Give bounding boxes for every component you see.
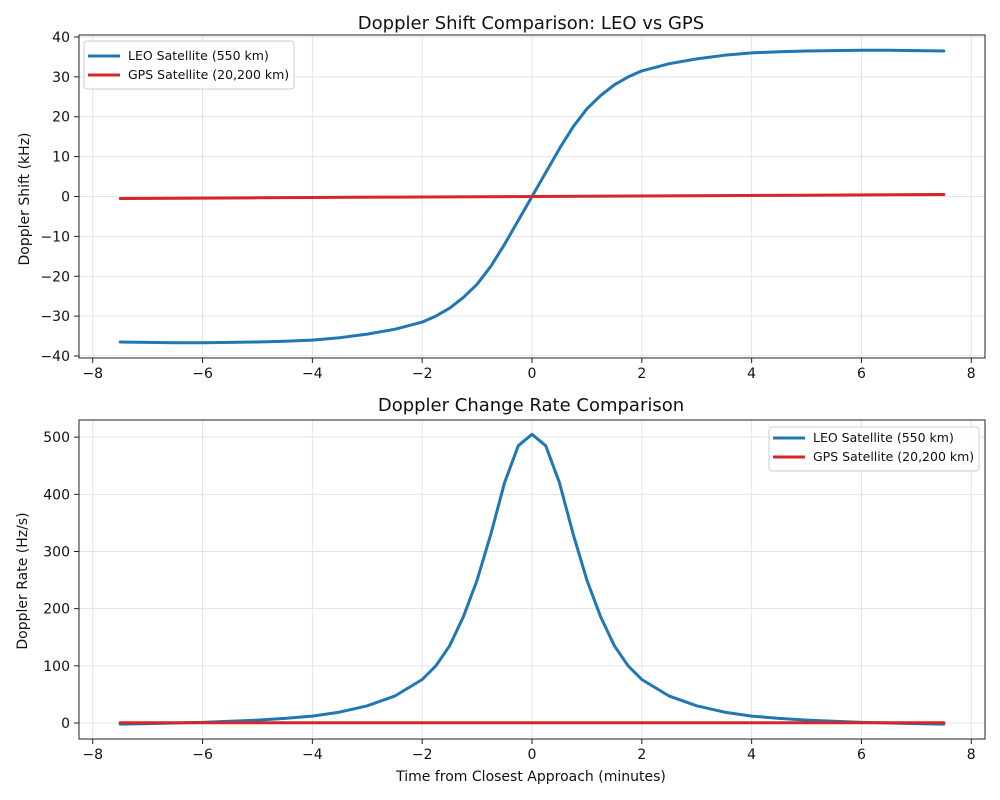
x-axis: −8 −6 −4 −2 0 2 4 6 8 [82, 739, 976, 763]
legend-label-gps: GPS Satellite (20,200 km) [128, 67, 289, 82]
y-tick-label: 0 [61, 190, 70, 206]
y-tick-label: −20 [40, 269, 70, 285]
series-group [118, 432, 946, 726]
doppler-shift-chart: Doppler Shift Comparison: LEO vs GPS −8−… [17, 13, 986, 382]
y-tick-label: 40 [52, 30, 70, 46]
x-tick-label: −8 [82, 366, 103, 382]
x-tick-label: 4 [747, 366, 756, 382]
x-axis: −8 −6 −4 −2 0 2 4 6 8 [82, 358, 976, 382]
y-tick-label: 10 [52, 150, 70, 166]
x-tick-label: 0 [528, 366, 537, 382]
y-axis-label: Doppler Shift (kHz) [17, 132, 33, 265]
legend-box [768, 426, 980, 472]
x-tick-label: 2 [637, 366, 646, 382]
x-tick-label: −4 [302, 747, 323, 763]
doppler-rate-chart: Doppler Change Rate Comparison −8 −6 −4 −2 0… [15, 395, 986, 785]
y-tick-label: 400 [43, 487, 70, 503]
y-tick-label: 300 [43, 544, 70, 560]
x-tick-label: −4 [302, 366, 323, 382]
legend-label-leo: LEO Satellite (550 km) [128, 48, 269, 63]
series-line-gps [118, 193, 946, 200]
y-tick-label: 20 [52, 110, 70, 126]
legend: LEO Satellite (550 km) GPS Satellite (20… [83, 40, 295, 90]
y-tick-label: 500 [43, 430, 70, 446]
x-tick-label: 2 [637, 747, 646, 763]
y-axis: −40 −30 −20 −10 0 10 20 30 40 [40, 30, 79, 365]
y-tick-label: 100 [43, 659, 70, 675]
x-axis-label: Time from Closest Approach (minutes) [395, 769, 666, 785]
y-tick-label: 200 [43, 602, 70, 618]
x-tick-label: −2 [412, 747, 433, 763]
chart-title: Doppler Shift Comparison: LEO vs GPS [358, 13, 704, 34]
y-tick-label: −30 [40, 309, 70, 325]
legend-box [83, 40, 295, 90]
y-axis-label: Doppler Rate (Hz/s) [15, 512, 31, 649]
legend-label-leo: LEO Satellite (550 km) [813, 430, 954, 445]
series-line-leo [118, 432, 946, 726]
x-tick-label: 6 [857, 747, 866, 763]
legend-label-gps: GPS Satellite (20,200 km) [813, 449, 974, 464]
series-group [118, 48, 946, 345]
y-axis: 0 100 200 300 400 500 [43, 430, 79, 732]
x-tick-label: 6 [857, 366, 866, 382]
x-tick-label: −2 [412, 366, 433, 382]
x-tick-label: 8 [967, 747, 976, 763]
x-tick-label: −8 [82, 747, 103, 763]
x-tick-label: 4 [747, 747, 756, 763]
y-tick-label: 30 [52, 70, 70, 86]
y-tick-label: 0 [61, 716, 70, 732]
x-tick-label: −6 [192, 366, 213, 382]
y-tick-label: −40 [40, 349, 70, 365]
x-tick-label: −6 [192, 747, 213, 763]
chart-title: Doppler Change Rate Comparison [378, 395, 684, 416]
y-tick-label: −10 [40, 229, 70, 245]
legend: LEO Satellite (550 km) GPS Satellite (20… [768, 426, 980, 472]
x-tick-label: 8 [967, 366, 976, 382]
x-tick-label: 0 [528, 747, 537, 763]
